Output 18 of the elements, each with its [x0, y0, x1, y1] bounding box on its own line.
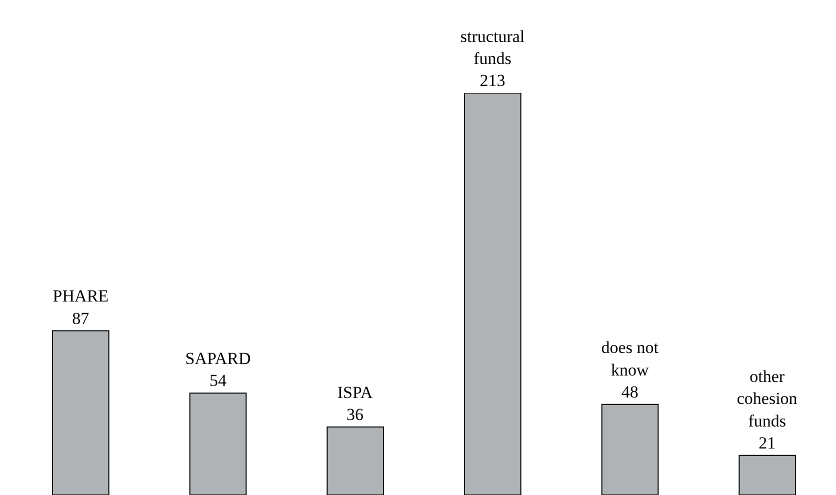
x-tick-label: PHARE	[52, 286, 109, 306]
data-label: 213	[480, 71, 506, 90]
data-label: 87	[72, 308, 90, 328]
data-label: 36	[346, 405, 364, 424]
x-tick-label: structural funds	[460, 26, 525, 68]
data-label: 21	[758, 433, 776, 452]
bar	[52, 330, 110, 495]
x-tick-label: other cohesion funds	[736, 367, 798, 430]
x-tick-label: ISPA	[337, 382, 374, 402]
bar	[464, 93, 522, 495]
bar	[189, 392, 247, 495]
bar	[326, 426, 384, 495]
x-tick-label: SAPARD	[185, 348, 251, 368]
bar	[738, 454, 796, 495]
bar	[601, 404, 659, 495]
data-label: 54	[210, 371, 227, 390]
data-label: 48	[621, 382, 638, 402]
x-tick-label: does not know	[601, 338, 659, 380]
